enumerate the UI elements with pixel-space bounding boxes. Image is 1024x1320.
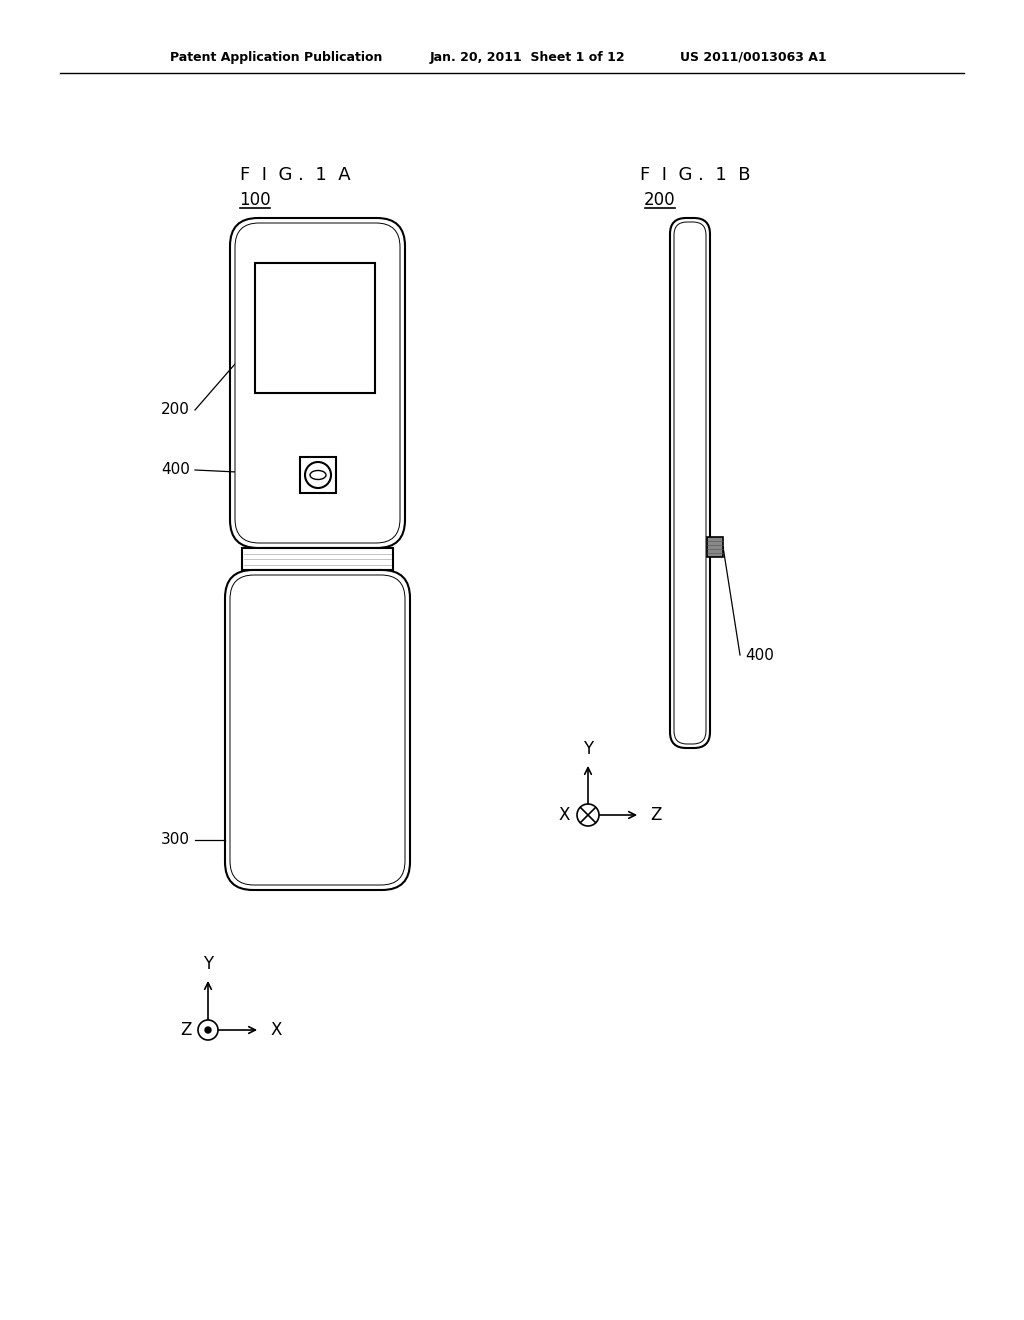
FancyBboxPatch shape <box>230 218 406 548</box>
Text: 200: 200 <box>161 403 190 417</box>
FancyBboxPatch shape <box>234 223 400 543</box>
Text: Y: Y <box>203 954 213 973</box>
Text: F  I  G .  1  B: F I G . 1 B <box>640 166 751 183</box>
FancyBboxPatch shape <box>670 218 710 748</box>
Circle shape <box>205 1027 211 1034</box>
Text: 400: 400 <box>745 648 774 663</box>
Text: Jan. 20, 2011  Sheet 1 of 12: Jan. 20, 2011 Sheet 1 of 12 <box>430 50 626 63</box>
Text: F  I  G .  1  A: F I G . 1 A <box>240 166 350 183</box>
Circle shape <box>198 1020 218 1040</box>
Text: 400: 400 <box>161 462 190 478</box>
Text: X: X <box>558 807 569 824</box>
Circle shape <box>577 804 599 826</box>
Text: Patent Application Publication: Patent Application Publication <box>170 50 382 63</box>
FancyBboxPatch shape <box>225 570 410 890</box>
Text: X: X <box>270 1020 282 1039</box>
Text: 100: 100 <box>240 191 270 209</box>
Ellipse shape <box>310 470 326 479</box>
Text: Z: Z <box>180 1020 191 1039</box>
Bar <box>242 548 393 570</box>
Bar <box>300 457 336 492</box>
FancyBboxPatch shape <box>674 222 706 744</box>
Text: Y: Y <box>583 741 593 758</box>
FancyBboxPatch shape <box>230 576 406 884</box>
Text: 300: 300 <box>161 833 190 847</box>
Text: Z: Z <box>650 807 662 824</box>
Text: US 2011/0013063 A1: US 2011/0013063 A1 <box>680 50 826 63</box>
Bar <box>255 263 375 393</box>
Text: 200: 200 <box>644 191 676 209</box>
Circle shape <box>305 462 331 488</box>
Bar <box>707 537 723 557</box>
